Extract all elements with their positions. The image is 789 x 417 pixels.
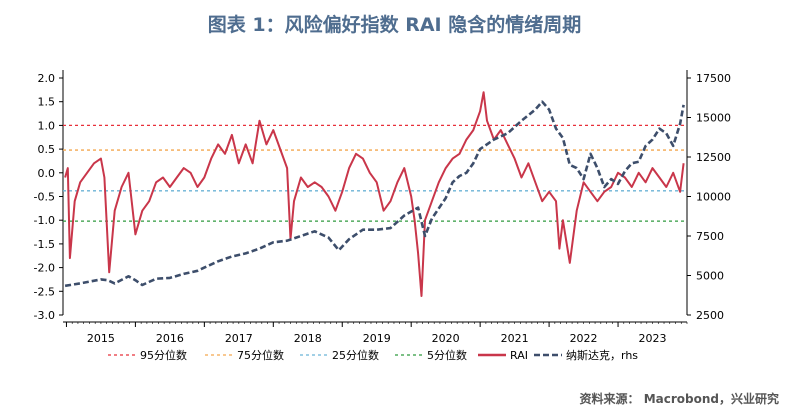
right-tick-label: 10000 <box>696 191 731 204</box>
series-group <box>64 91 685 297</box>
right-tick-label: 15000 <box>696 112 731 125</box>
x-tick-label: 2019 <box>363 332 391 345</box>
left-tick-label: -2.5 <box>34 285 55 298</box>
right-tick-label: 5000 <box>696 270 724 283</box>
legend-label: RAI <box>510 349 528 362</box>
left-tick-label: -3.0 <box>34 309 55 322</box>
x-tick-label: 2016 <box>156 332 184 345</box>
right-tick-label: 7500 <box>696 230 724 243</box>
reference-lines <box>63 124 687 222</box>
x-tick-label: 2017 <box>225 332 253 345</box>
left-tick-label: 0.0 <box>38 167 56 180</box>
right-tick-label: 12500 <box>696 151 731 164</box>
right-tick-label: 2500 <box>696 309 724 322</box>
x-tick-label: 2020 <box>432 332 460 345</box>
axes-group: 2.0 1.5 1.0 0.5 0.0 -0.5 -1.0 -1.5 -2.0 -2.5 -3.0 1… <box>34 70 731 345</box>
series-line-nasdaq <box>64 100 685 288</box>
legend-label: 5分位数 <box>427 348 467 362</box>
legend-label: 纳斯达克，rhs <box>566 349 638 362</box>
left-tick-label: 0.5 <box>38 143 56 156</box>
x-tick-label: 2018 <box>294 332 322 345</box>
x-tick-label: 2015 <box>87 332 115 345</box>
legend-label: 25分位数 <box>332 348 379 362</box>
left-tick-label: -1.5 <box>34 238 55 251</box>
left-tick-label: 1.0 <box>38 119 56 132</box>
right-tick-label: 17500 <box>696 72 731 85</box>
x-tick-label: 2023 <box>639 332 667 345</box>
chart-title: 图表 1：风险偏好指数 RAI 隐含的情绪周期 <box>207 14 582 36</box>
left-tick-label: -0.5 <box>34 191 55 204</box>
left-tick-label: 1.5 <box>38 96 56 109</box>
left-tick-label: -1.0 <box>34 214 55 227</box>
legend-label: 75分位数 <box>237 348 284 362</box>
source-note: 资料来源： Macrobond，兴业研究 <box>579 392 779 406</box>
legend-label: 95分位数 <box>140 348 187 362</box>
left-tick-label: -2.0 <box>34 262 55 275</box>
legend: 95分位数 75分位数 25分位数 5分位数 RAI 纳斯达克，rhs <box>108 348 638 362</box>
x-tick-label: 2022 <box>570 332 598 345</box>
series-line-rai <box>64 91 685 297</box>
x-tick-label: 2021 <box>501 332 529 345</box>
left-tick-label: 2.0 <box>38 72 56 85</box>
